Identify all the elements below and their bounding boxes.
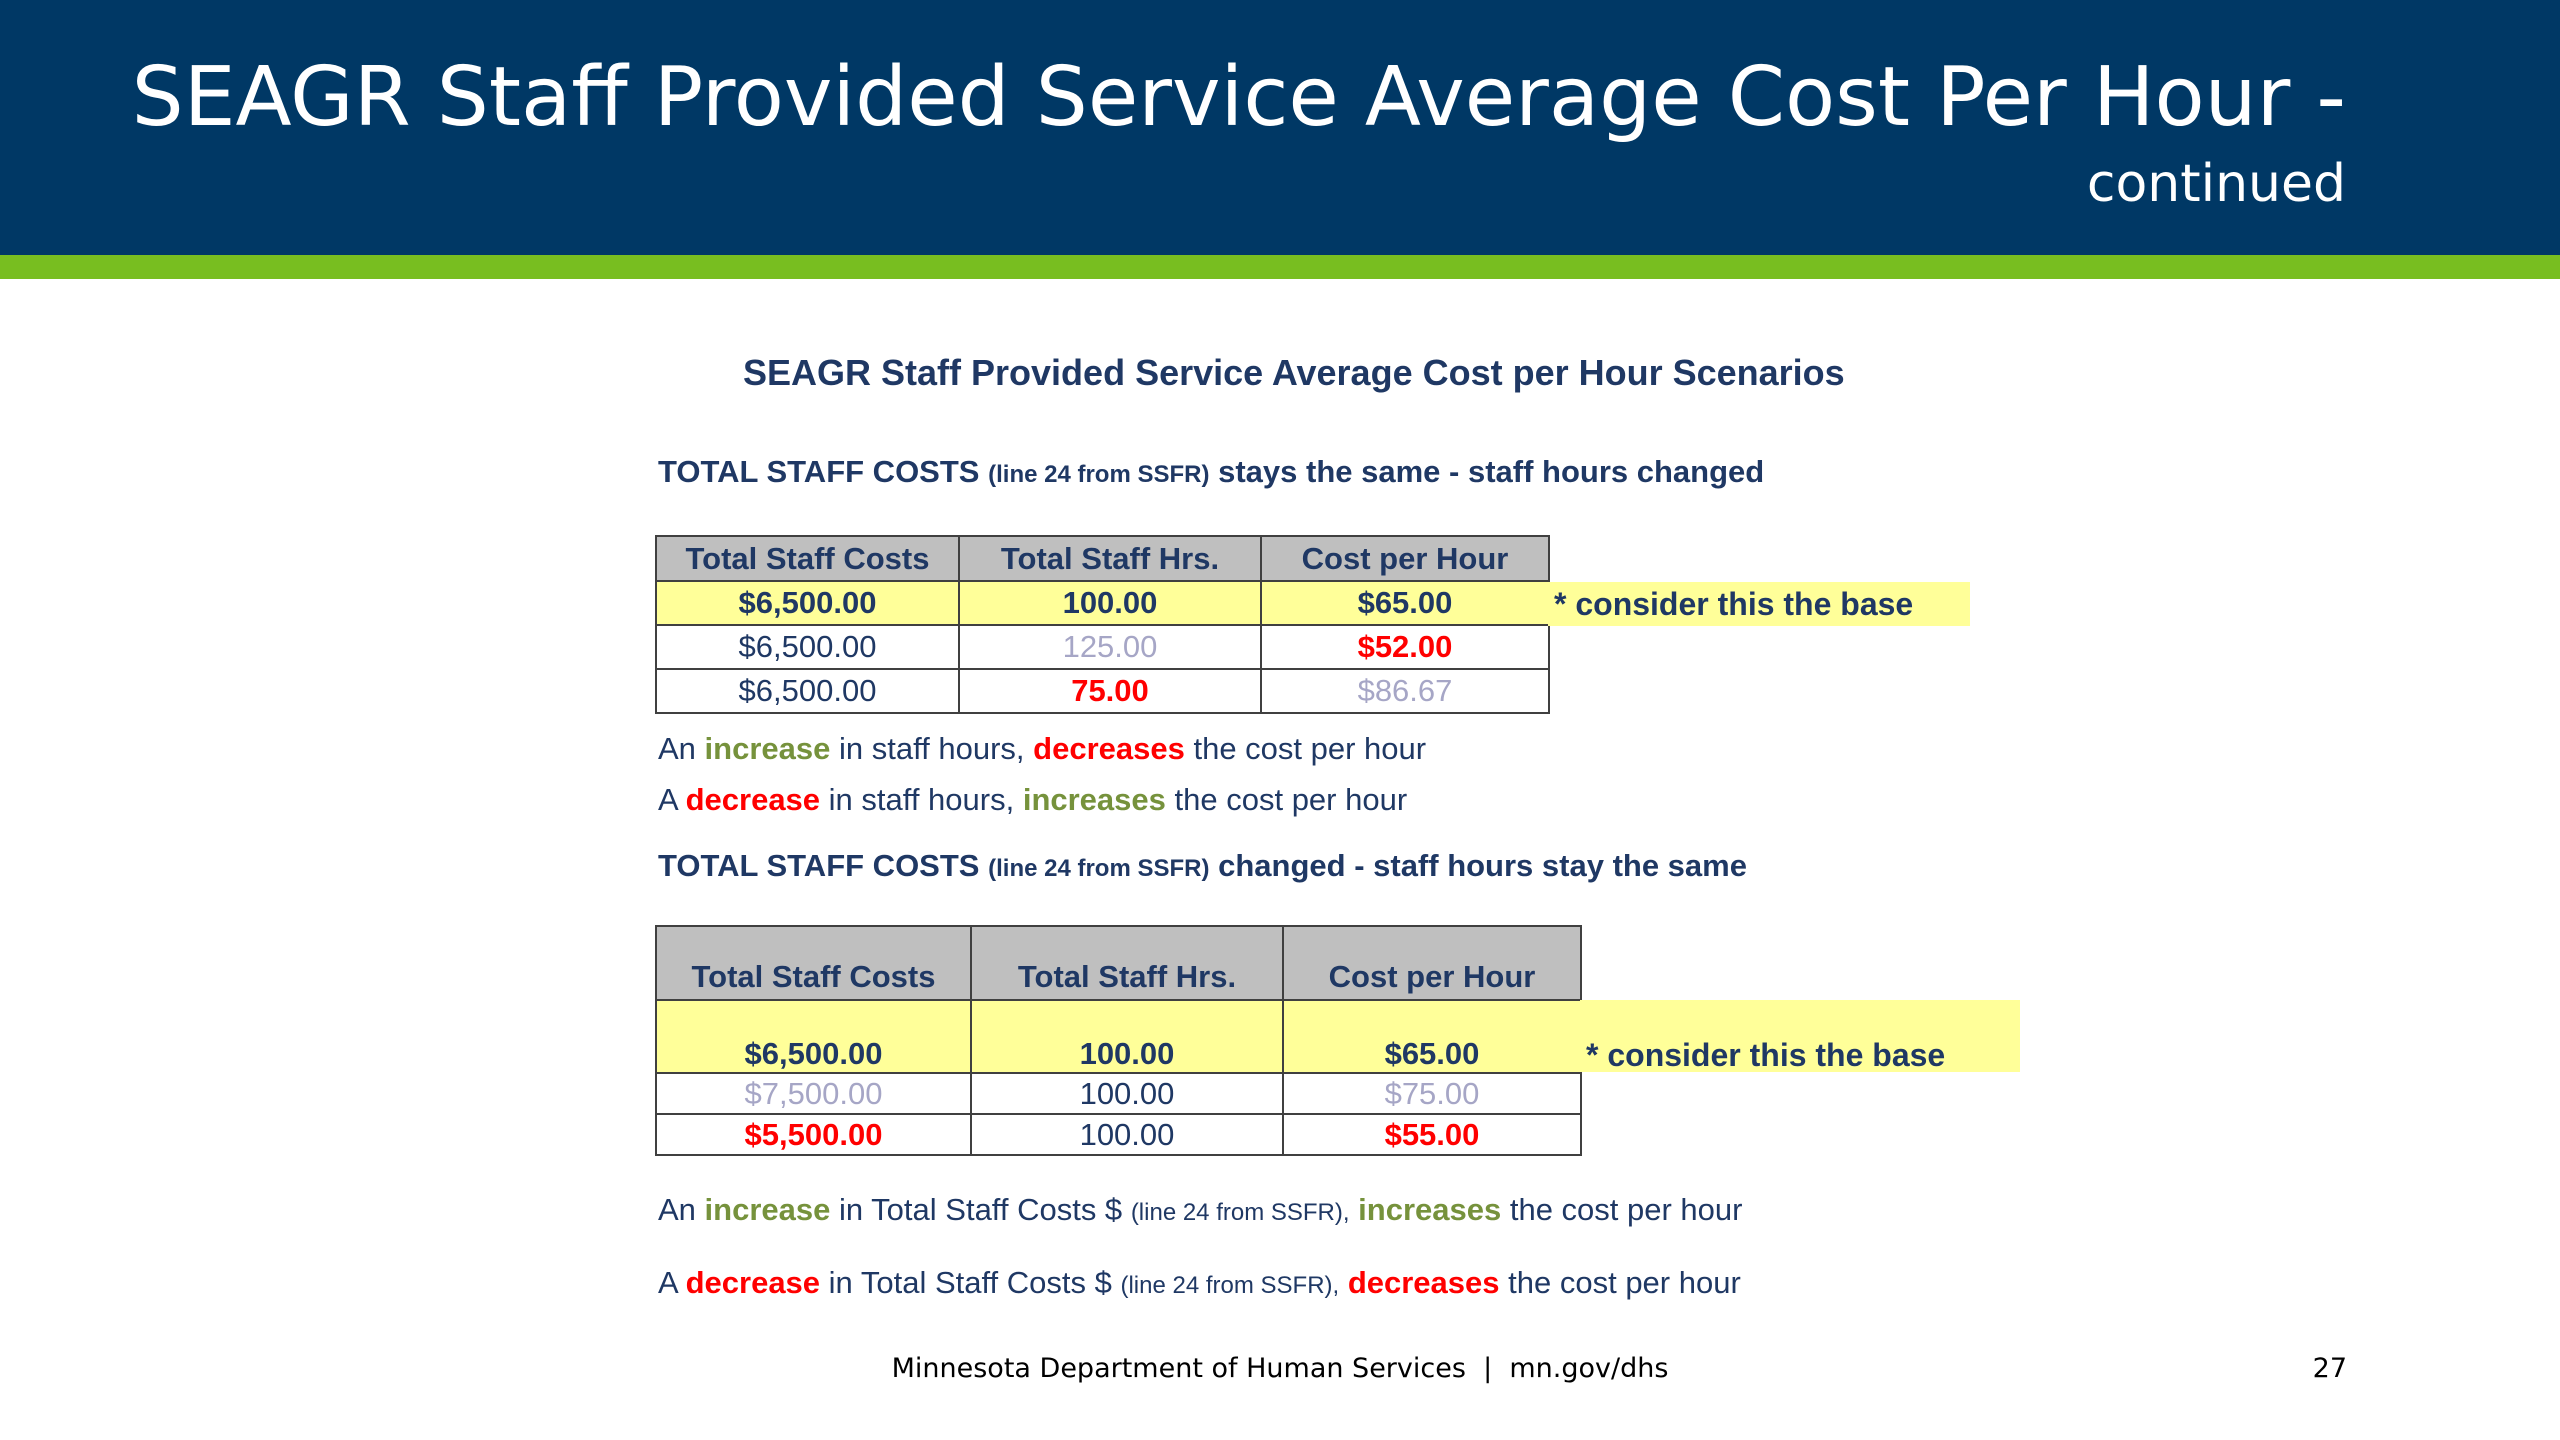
table-cell: $75.00 (1282, 1072, 1582, 1115)
keyword-increase: increase (704, 1192, 831, 1227)
base-note: * consider this the base (1548, 582, 1970, 626)
table-cell: 125.00 (958, 624, 1262, 670)
text: in staff hours, (828, 782, 1015, 817)
slide-title-line2: continued (2086, 154, 2346, 214)
table-row: $7,500.00 100.00 $75.00 (655, 1072, 1582, 1115)
table-cell: $55.00 (1282, 1113, 1582, 1156)
table-cell: $6,500.00 (655, 668, 960, 714)
section1-heading-detail: stays the same - staff hours changed (1218, 454, 1765, 489)
table-cell: $6,500.00 (655, 624, 960, 670)
section2-heading: TOTAL STAFF COSTS (line 24 from SSFR) ch… (658, 848, 1747, 884)
keyword-decreases: decreases (1347, 1265, 1500, 1300)
text: the cost per hour (1174, 782, 1408, 817)
keyword-increase: increase (704, 731, 831, 766)
keyword-increases: increases (1022, 782, 1166, 817)
table-cell: $65.00 (1282, 999, 1582, 1074)
table-row-base: $6,500.00 100.00 $65.00 (655, 580, 1550, 626)
text: An (658, 1192, 696, 1227)
section1-heading-source: (line 24 from SSFR) (988, 461, 1210, 488)
text-source-note: (line 24 from SSFR), (1130, 1199, 1350, 1226)
table-cell: 75.00 (958, 668, 1262, 714)
header-accent-stripe (0, 255, 2560, 279)
keyword-decrease: decrease (685, 782, 821, 817)
figure-title: SEAGR Staff Provided Service Average Cos… (743, 352, 1845, 393)
table-row: $6,500.00 125.00 $52.00 (655, 624, 1550, 670)
column-header: Total Staff Costs (655, 535, 960, 582)
text: in staff hours, (839, 731, 1025, 766)
section1-heading: TOTAL STAFF COSTS (line 24 from SSFR) st… (658, 454, 1764, 490)
section1-table: Total Staff Costs Total Staff Hrs. Cost … (655, 535, 1550, 714)
slide-title: SEAGR Staff Provided Service Average Cos… (132, 48, 2346, 220)
table-cell: $5,500.00 (655, 1113, 972, 1156)
table-row: $5,500.00 100.00 $55.00 (655, 1113, 1582, 1156)
keyword-increases: increases (1358, 1192, 1502, 1227)
table-cell: 100.00 (970, 999, 1284, 1074)
section1-heading-main: TOTAL STAFF COSTS (658, 454, 980, 489)
text: A (658, 782, 677, 817)
table-cell: $86.67 (1260, 668, 1550, 714)
table-header-row: Total Staff Costs Total Staff Hrs. Cost … (655, 535, 1550, 582)
table-row: $6,500.00 75.00 $86.67 (655, 668, 1550, 714)
section2-explanation-2: A decrease in Total Staff Costs $ (line … (658, 1265, 1741, 1301)
text-source-note: (line 24 from SSFR), (1120, 1272, 1340, 1299)
section2-heading-detail: changed - staff hours stay the same (1218, 848, 1747, 883)
table-cell: 100.00 (970, 1113, 1284, 1156)
text: the cost per hour (1509, 1192, 1743, 1227)
table-cell: 100.00 (958, 580, 1262, 626)
keyword-decreases: decreases (1033, 731, 1185, 766)
text: in Total Staff Costs $ (839, 1192, 1123, 1227)
section2-explanation-1: An increase in Total Staff Costs $ (line… (658, 1192, 1742, 1228)
section1-explanation-1: An increase in staff hours, decreases th… (658, 731, 1426, 767)
table-cell: $6,500.00 (655, 999, 972, 1074)
column-header: Total Staff Hrs. (958, 535, 1262, 582)
table-row-base: $6,500.00 100.00 $65.00 (655, 999, 1582, 1074)
text: the cost per hour (1508, 1265, 1741, 1300)
table-cell: 100.00 (970, 1072, 1284, 1115)
keyword-decrease: decrease (685, 1265, 821, 1300)
footer-text: Minnesota Department of Human Services |… (891, 1353, 1669, 1384)
column-header: Cost per Hour (1282, 925, 1582, 1001)
page-number: 27 (2312, 1353, 2347, 1384)
base-note: * consider this the base (1580, 1000, 2020, 1073)
text: A (658, 1265, 677, 1300)
table-cell: $52.00 (1260, 624, 1550, 670)
column-header: Total Staff Hrs. (970, 925, 1284, 1001)
text: the cost per hour (1193, 731, 1427, 766)
table-cell: $65.00 (1260, 580, 1550, 626)
section2-table: Total Staff Costs Total Staff Hrs. Cost … (655, 925, 1582, 1156)
section1-explanation-2: A decrease in staff hours, increases the… (658, 782, 1407, 818)
table-header-row: Total Staff Costs Total Staff Hrs. Cost … (655, 925, 1582, 1001)
text: in Total Staff Costs $ (828, 1265, 1112, 1300)
table-cell: $7,500.00 (655, 1072, 972, 1115)
text: An (658, 731, 696, 766)
column-header: Total Staff Costs (655, 925, 972, 1001)
section2-heading-main: TOTAL STAFF COSTS (658, 848, 980, 883)
column-header: Cost per Hour (1260, 535, 1550, 582)
table-cell: $6,500.00 (655, 580, 960, 626)
header-band (0, 0, 2560, 255)
slide-title-line1: SEAGR Staff Provided Service Average Cos… (131, 50, 2346, 145)
section2-heading-source: (line 24 from SSFR) (988, 855, 1210, 882)
